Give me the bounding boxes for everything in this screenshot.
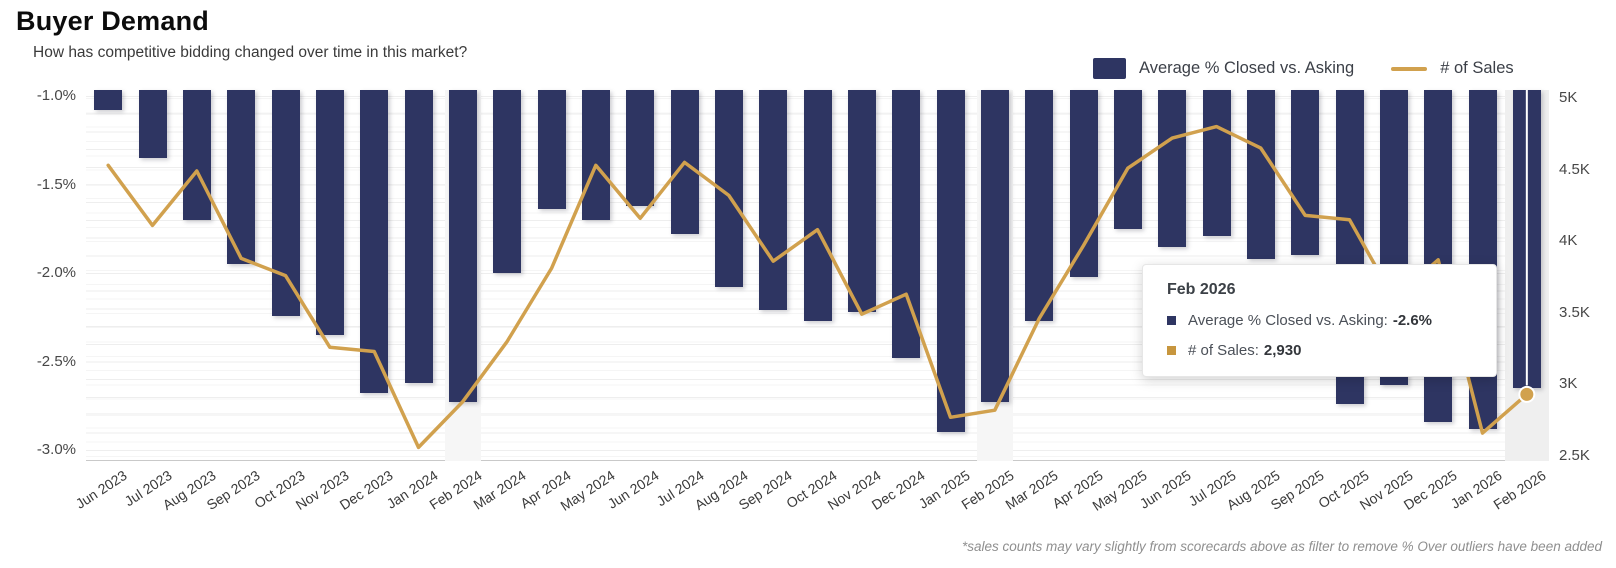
bar-mar-2024[interactable] — [493, 90, 522, 273]
x-axis-label: Jun 2023 — [72, 467, 130, 512]
page-title: Buyer Demand — [16, 6, 209, 36]
tooltip-sales-label: # of Sales: — [1188, 342, 1259, 359]
legend: Average % Closed vs. Asking # of Sales — [1093, 58, 1514, 79]
y-axis-right-label: 2.5K — [1559, 447, 1590, 464]
bar-aug-2023[interactable] — [182, 90, 211, 220]
bar-feb-2025[interactable] — [980, 90, 1009, 403]
y-axis-left-label: -2.0% — [36, 264, 76, 281]
y-axis-left-label: -1.0% — [36, 87, 76, 104]
tooltip: Feb 2026 Average % Closed vs. Asking: -2… — [1142, 264, 1497, 377]
tooltip-sales-value: 2,930 — [1263, 342, 1302, 359]
bar-nov-2023[interactable] — [315, 90, 344, 335]
legend-line-swatch[interactable] — [1391, 66, 1428, 71]
tooltip-title: Feb 2026 — [1167, 281, 1236, 298]
y-axis-right-label: 5K — [1559, 89, 1578, 106]
y-axis-right-label: 3K — [1559, 375, 1578, 393]
legend-line-label[interactable]: # of Sales — [1440, 59, 1514, 77]
bar-jun-2024[interactable] — [626, 90, 655, 206]
y-axis-right-label: 4K — [1559, 232, 1578, 250]
footnote: *sales counts may vary slightly from sco… — [961, 539, 1602, 554]
bar-sep-2024[interactable] — [759, 90, 788, 311]
tooltip-bar-value: -2.6% — [1392, 312, 1433, 329]
bar-oct-2024[interactable] — [803, 90, 832, 321]
bar-jul-2023[interactable] — [138, 90, 167, 158]
bar-sep-2023[interactable] — [227, 90, 256, 265]
bar-sep-2025[interactable] — [1291, 90, 1320, 256]
tooltip-row: # of Sales: 2,930 — [1167, 342, 1472, 359]
sales-line-layer — [106, 90, 1536, 450]
tooltip-bar-swatch-icon — [1167, 316, 1176, 325]
bar-may-2025[interactable] — [1113, 90, 1142, 229]
y-axis-right-label: 3.5K — [1559, 303, 1590, 321]
bar-jan-2024[interactable] — [404, 90, 433, 383]
bar-feb-2024[interactable] — [448, 90, 477, 403]
y-axis-left-label: -1.5% — [36, 175, 76, 193]
bar-jul-2025[interactable] — [1202, 90, 1231, 236]
bar-may-2024[interactable] — [581, 90, 610, 220]
sales-line[interactable] — [106, 124, 1529, 450]
bar-jun-2025[interactable] — [1158, 90, 1187, 247]
tooltip-sales-swatch-icon — [1167, 346, 1176, 355]
bar-dec-2024[interactable] — [892, 90, 921, 358]
bar-dec-2023[interactable] — [360, 90, 389, 394]
tooltip-bar-label: Average % Closed vs. Asking: — [1188, 312, 1388, 329]
legend-bar-swatch[interactable] — [1093, 58, 1126, 79]
bar-jan-2025[interactable] — [936, 90, 965, 433]
chart-subtitle: How has competitive bidding changed over… — [33, 44, 468, 61]
y-axis-left-label: -2.5% — [36, 352, 76, 370]
bar-apr-2024[interactable] — [537, 90, 566, 210]
bar-jun-2023[interactable] — [94, 90, 123, 111]
hover-point[interactable] — [1518, 385, 1536, 403]
legend-bar-label[interactable]: Average % Closed vs. Asking — [1139, 59, 1355, 77]
tooltip-row: Average % Closed vs. Asking: -2.6% — [1167, 312, 1472, 329]
bar-mar-2025[interactable] — [1025, 90, 1054, 321]
y-axis-left-label: -3.0% — [36, 441, 76, 458]
bar-aug-2025[interactable] — [1246, 90, 1275, 259]
bar-nov-2024[interactable] — [847, 90, 876, 312]
y-axis-right-label: 4.5K — [1559, 160, 1590, 178]
